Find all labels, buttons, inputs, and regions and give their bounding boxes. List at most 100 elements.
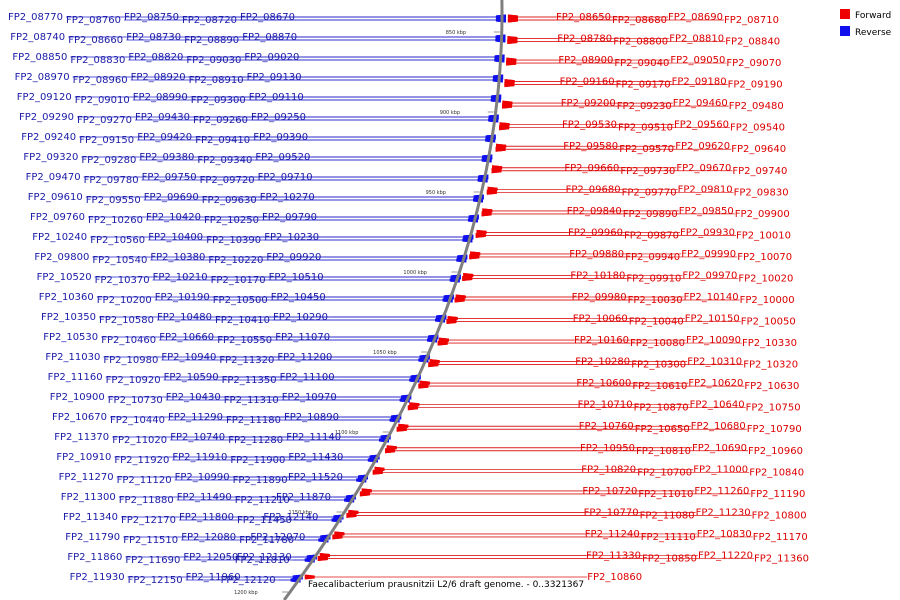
gene-label-fp2-09960[interactable]: FP2_09960: [568, 227, 623, 238]
gene-arrow-fp2-10330[interactable]: [437, 340, 448, 346]
gene-label-fp2-09270[interactable]: FP2_09270: [77, 115, 132, 126]
gene-label-fp2-10860[interactable]: FP2_10860: [587, 572, 642, 583]
gene-label-fp2-09910[interactable]: FP2_09910: [626, 273, 681, 284]
gene-label-fp2-09110[interactable]: FP2_09110: [249, 92, 304, 103]
gene-label-fp2-09580[interactable]: FP2_09580: [563, 141, 618, 152]
gene-label-fp2-09570[interactable]: FP2_09570: [619, 144, 674, 155]
gene-label-fp2-09230[interactable]: FP2_09230: [617, 101, 672, 112]
gene-label-fp2-11350[interactable]: FP2_11350: [222, 375, 277, 386]
gene-arrow-fp2-09900[interactable]: [481, 211, 492, 217]
gene-label-fp2-09300[interactable]: FP2_09300: [191, 95, 246, 106]
gene-label-fp2-09510[interactable]: FP2_09510: [618, 123, 673, 134]
gene-label-fp2-11310[interactable]: FP2_11310: [224, 395, 279, 406]
gene-label-fp2-08770[interactable]: FP2_08770: [8, 12, 63, 23]
gene-label-fp2-10990[interactable]: FP2_10990: [175, 472, 230, 483]
gene-label-fp2-08900[interactable]: FP2_08900: [558, 55, 613, 66]
gene-label-fp2-10400[interactable]: FP2_10400: [148, 232, 203, 243]
gene-label-fp2-09550[interactable]: FP2_09550: [86, 195, 141, 206]
gene-label-fp2-11080[interactable]: FP2_11080: [640, 510, 695, 521]
gene-label-fp2-11360[interactable]: FP2_11360: [754, 553, 809, 564]
gene-label-fp2-09730[interactable]: FP2_09730: [620, 166, 675, 177]
gene-label-fp2-09870[interactable]: FP2_09870: [624, 230, 679, 241]
gene-label-fp2-10530[interactable]: FP2_10530: [43, 332, 98, 343]
gene-label-fp2-09760[interactable]: FP2_09760: [30, 212, 85, 223]
gene-arrow-fp2-08710[interactable]: [507, 17, 518, 23]
gene-label-fp2-08750[interactable]: FP2_08750: [124, 12, 179, 23]
gene-label-fp2-10910[interactable]: FP2_10910: [56, 452, 111, 463]
gene-label-fp2-09130[interactable]: FP2_09130: [247, 72, 302, 83]
gene-label-fp2-10520[interactable]: FP2_10520: [37, 272, 92, 283]
gene-label-fp2-11100[interactable]: FP2_11100: [280, 372, 335, 383]
gene-label-fp2-09410[interactable]: FP2_09410: [195, 135, 250, 146]
gene-label-fp2-10790[interactable]: FP2_10790: [747, 424, 802, 435]
gene-arrow-fp2-10960[interactable]: [385, 448, 396, 454]
gene-label-fp2-10260[interactable]: FP2_10260: [88, 215, 143, 226]
gene-arrow-fp2-10010[interactable]: [475, 232, 486, 238]
gene-label-fp2-09340[interactable]: FP2_09340: [197, 155, 252, 166]
gene-label-fp2-10740[interactable]: FP2_10740: [170, 432, 225, 443]
gene-label-fp2-08890[interactable]: FP2_08890: [184, 35, 239, 46]
gene-label-fp2-09190[interactable]: FP2_09190: [728, 80, 783, 91]
gene-label-fp2-10290[interactable]: FP2_10290: [273, 312, 328, 323]
gene-label-fp2-10330[interactable]: FP2_10330: [742, 338, 797, 349]
gene-label-fp2-10370[interactable]: FP2_10370: [95, 275, 150, 286]
gene-label-fp2-11010[interactable]: FP2_11010: [638, 489, 693, 500]
gene-arrow-fp2-09480[interactable]: [502, 103, 513, 109]
gene-label-fp2-10010[interactable]: FP2_10010: [736, 230, 791, 241]
gene-label-fp2-09720[interactable]: FP2_09720: [200, 175, 255, 186]
gene-arrow-fp2-10840[interactable]: [372, 469, 383, 475]
gene-label-fp2-12070[interactable]: FP2_12070: [250, 532, 305, 543]
gene-label-fp2-11140[interactable]: FP2_11140: [286, 432, 341, 443]
gene-label-fp2-09850[interactable]: FP2_09850: [679, 206, 734, 217]
gene-label-fp2-11160[interactable]: FP2_11160: [48, 372, 103, 383]
gene-label-fp2-10810[interactable]: FP2_10810: [636, 446, 691, 457]
gene-label-fp2-11810[interactable]: FP2_11810: [235, 555, 290, 566]
gene-label-fp2-10890[interactable]: FP2_10890: [284, 412, 339, 423]
gene-label-fp2-09430[interactable]: FP2_09430: [135, 112, 190, 123]
gene-label-fp2-11190[interactable]: FP2_11190: [750, 489, 805, 500]
gene-label-fp2-11900[interactable]: FP2_11900: [230, 455, 285, 466]
gene-label-fp2-11110[interactable]: FP2_11110: [641, 532, 696, 543]
gene-label-fp2-10580[interactable]: FP2_10580: [99, 315, 154, 326]
gene-label-fp2-10830[interactable]: FP2_10830: [697, 529, 752, 540]
gene-label-fp2-11210[interactable]: FP2_11210: [235, 495, 290, 506]
gene-label-fp2-09670[interactable]: FP2_09670: [676, 163, 731, 174]
gene-label-fp2-10800[interactable]: FP2_10800: [752, 510, 807, 521]
gene-label-fp2-10920[interactable]: FP2_10920: [106, 375, 161, 386]
gene-arrow-fp2-10020[interactable]: [462, 275, 473, 281]
gene-label-fp2-10590[interactable]: FP2_10590: [164, 372, 219, 383]
gene-label-fp2-09460[interactable]: FP2_09460: [673, 98, 728, 109]
gene-label-fp2-10160[interactable]: FP2_10160: [574, 335, 629, 346]
gene-label-fp2-10430[interactable]: FP2_10430: [166, 392, 221, 403]
gene-label-fp2-10420[interactable]: FP2_10420: [146, 212, 201, 223]
gene-label-fp2-10030[interactable]: FP2_10030: [628, 295, 683, 306]
gene-label-fp2-10560[interactable]: FP2_10560: [90, 235, 145, 246]
gene-label-fp2-10090[interactable]: FP2_10090: [686, 335, 741, 346]
gene-label-fp2-10900[interactable]: FP2_10900: [50, 392, 105, 403]
gene-label-fp2-09020[interactable]: FP2_09020: [244, 52, 299, 63]
gene-arrow-fp2-10800[interactable]: [346, 512, 357, 518]
gene-label-fp2-09390[interactable]: FP2_09390: [253, 132, 308, 143]
gene-label-fp2-10350[interactable]: FP2_10350: [41, 312, 96, 323]
gene-label-fp2-10510[interactable]: FP2_10510: [269, 272, 324, 283]
gene-label-fp2-08760[interactable]: FP2_08760: [66, 15, 121, 26]
gene-label-fp2-08960[interactable]: FP2_08960: [73, 75, 128, 86]
gene-label-fp2-09770[interactable]: FP2_09770: [622, 187, 677, 198]
gene-label-fp2-10150[interactable]: FP2_10150: [685, 314, 740, 325]
gene-label-fp2-09840[interactable]: FP2_09840: [567, 206, 622, 217]
gene-label-fp2-10190[interactable]: FP2_10190: [155, 292, 210, 303]
gene-label-fp2-09200[interactable]: FP2_09200: [561, 98, 616, 109]
gene-label-fp2-09480[interactable]: FP2_09480: [729, 101, 784, 112]
gene-label-fp2-11920[interactable]: FP2_11920: [114, 455, 169, 466]
gene-label-fp2-11880[interactable]: FP2_11880: [119, 495, 174, 506]
gene-label-fp2-09030[interactable]: FP2_09030: [186, 55, 241, 66]
gene-label-fp2-10980[interactable]: FP2_10980: [103, 355, 158, 366]
gene-label-fp2-10070[interactable]: FP2_10070: [737, 252, 792, 263]
gene-label-fp2-09170[interactable]: FP2_09170: [616, 80, 671, 91]
gene-label-fp2-11230[interactable]: FP2_11230: [696, 507, 751, 518]
gene-arrow-fp2-11360[interactable]: [317, 555, 328, 561]
gene-label-fp2-12050[interactable]: FP2_12050: [183, 552, 238, 563]
gene-label-fp2-09260[interactable]: FP2_09260: [193, 115, 248, 126]
gene-label-fp2-11690[interactable]: FP2_11690: [125, 555, 180, 566]
gene-label-fp2-09780[interactable]: FP2_09780: [84, 175, 139, 186]
